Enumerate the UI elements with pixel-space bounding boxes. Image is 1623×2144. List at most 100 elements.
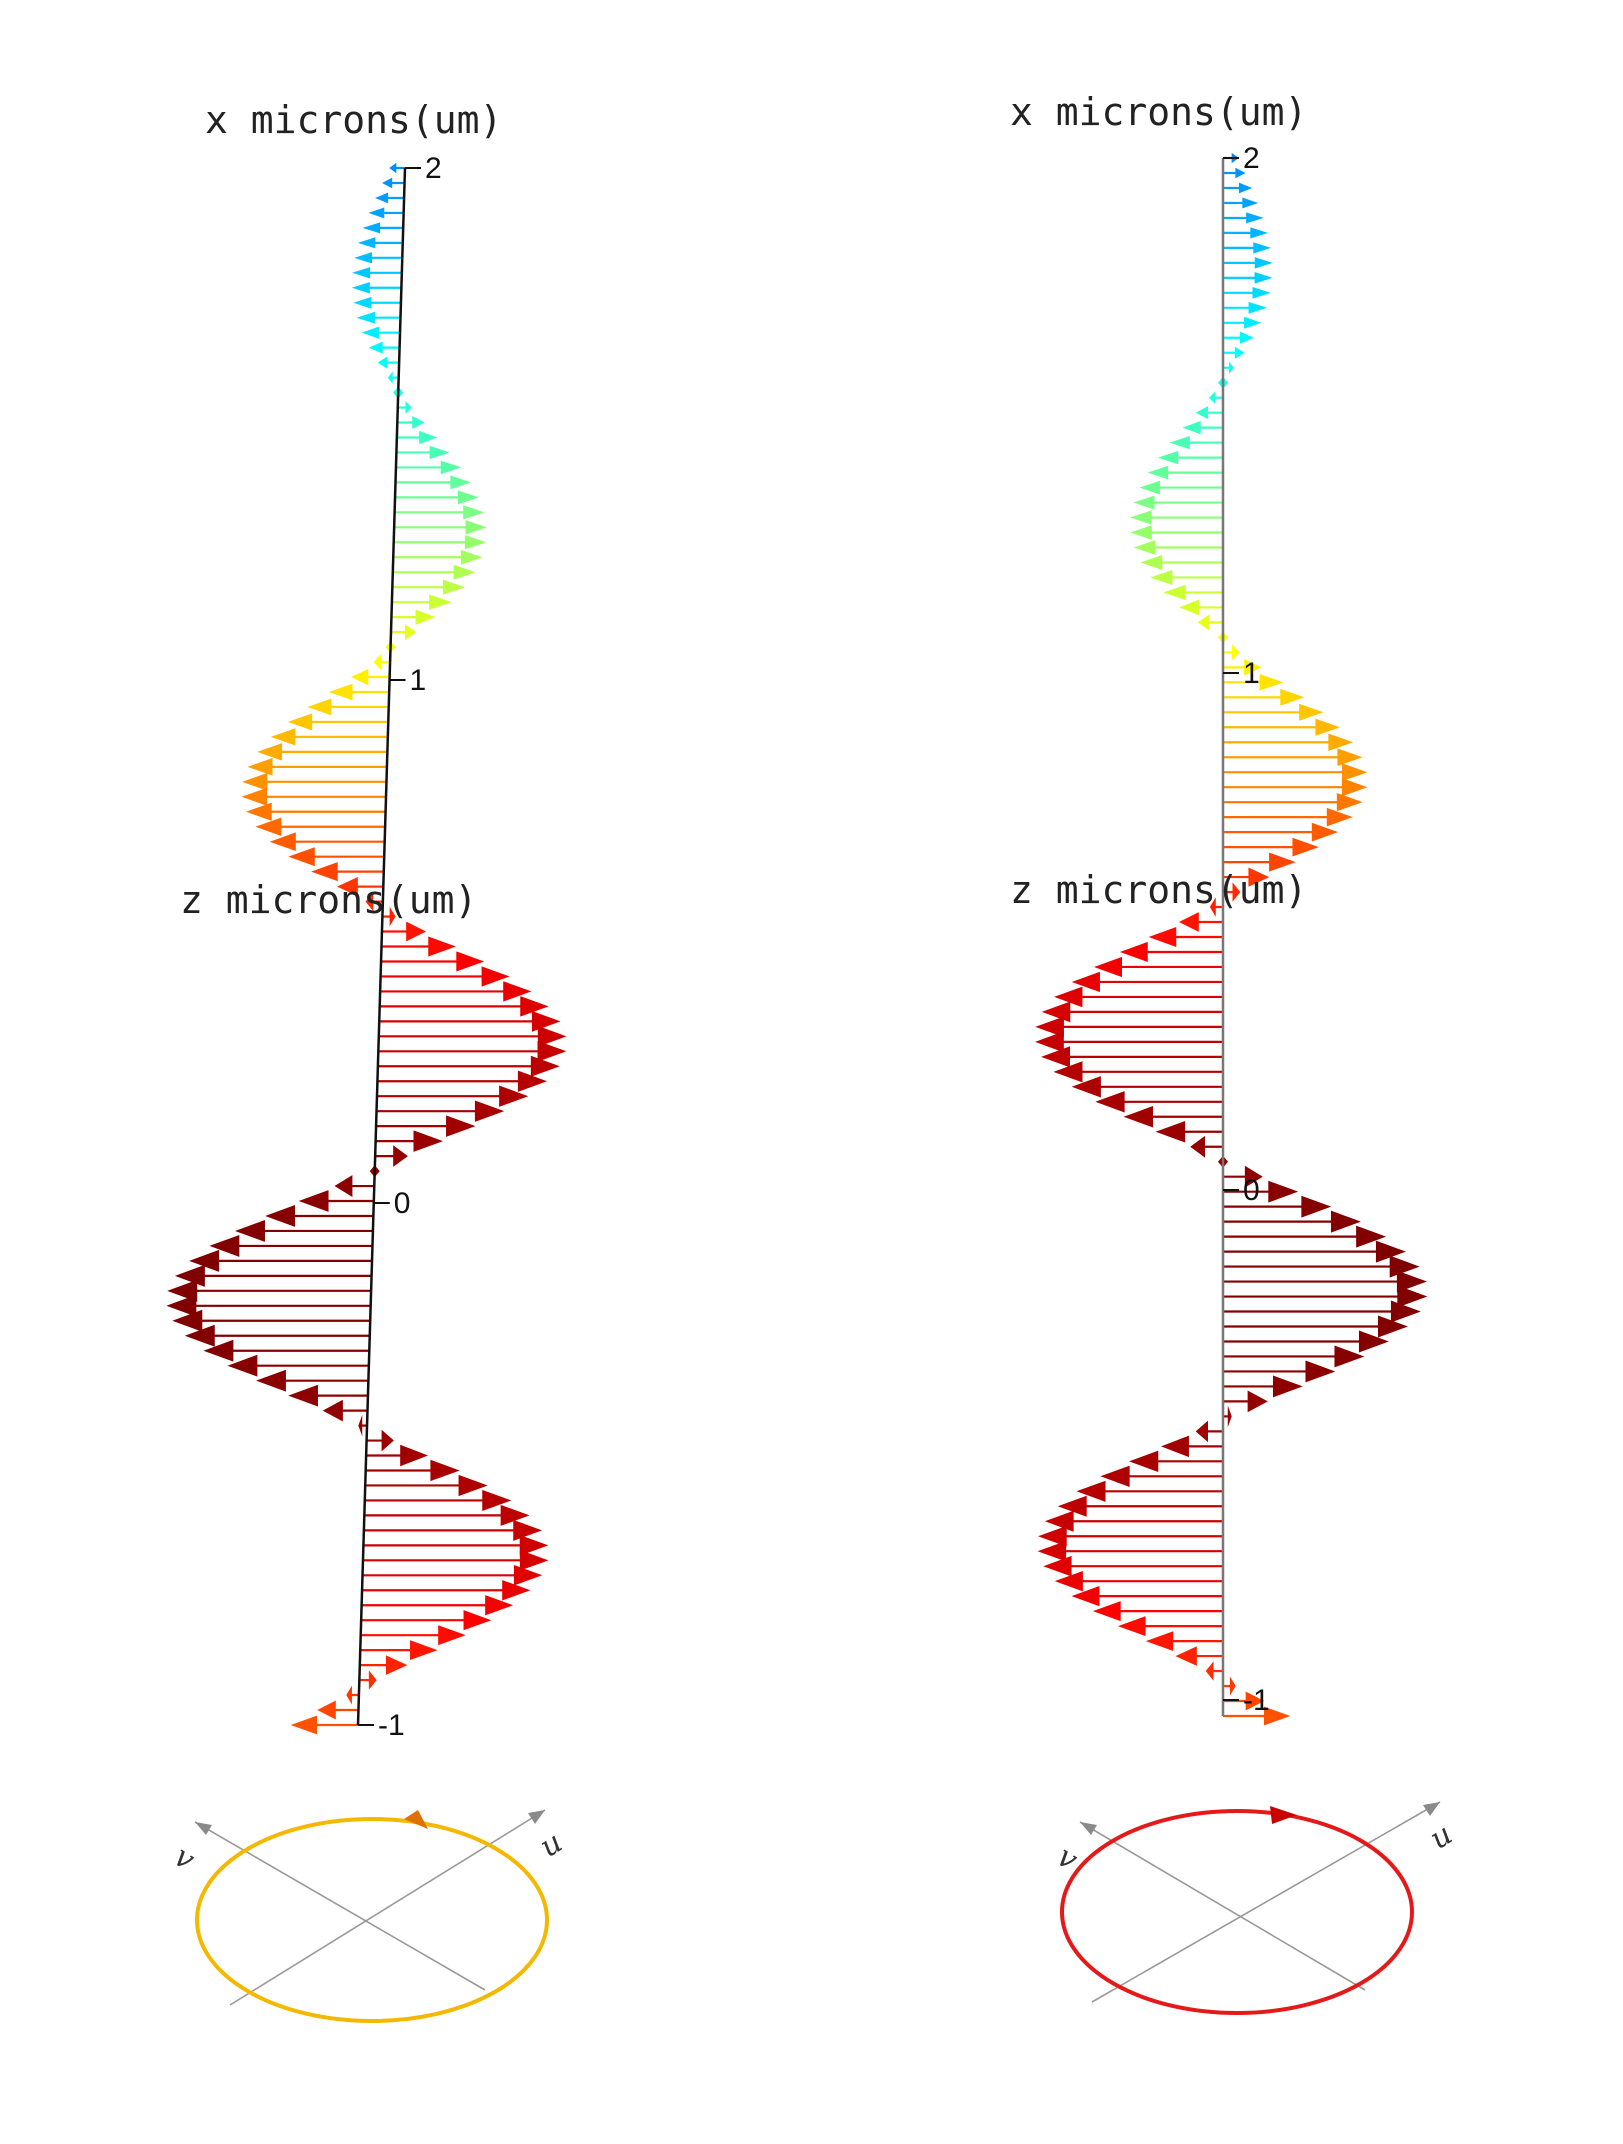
- field-arrow: [322, 1399, 368, 1422]
- u-axis-arrowhead: [528, 1810, 545, 1824]
- u-axis-arrowhead: [1423, 1802, 1440, 1816]
- field-arrow: [1130, 525, 1223, 540]
- field-arrow: [189, 1249, 373, 1272]
- field-arrow: [359, 1670, 377, 1690]
- field-arrow: [1223, 659, 1262, 676]
- field-arrow: [334, 1175, 375, 1197]
- polarization-ellipse: [1060, 1809, 1414, 2015]
- field-arrow: [1178, 912, 1223, 932]
- left-axis-ticks: 2 1 0 -1: [358, 152, 442, 1742]
- u-axis-label: u: [1424, 1817, 1459, 1857]
- field-arrow: [241, 787, 387, 806]
- field-arrow: [1139, 480, 1223, 495]
- v-axis-line: [1079, 1821, 1366, 1991]
- field-arrow: [362, 1580, 531, 1601]
- field-arrow: [1071, 1076, 1223, 1098]
- field-arrow: [1223, 1165, 1263, 1188]
- field-arrow: [1092, 1601, 1223, 1622]
- field-arrow: [184, 1324, 370, 1347]
- field-arrow: [376, 1085, 529, 1107]
- field-arrow: [396, 430, 438, 445]
- field-arrow: [1133, 540, 1223, 555]
- field-arrow: [1197, 614, 1223, 631]
- v-axis-line: [194, 1821, 486, 1991]
- field-arrow: [1190, 1135, 1223, 1158]
- field-arrow: [379, 1011, 561, 1032]
- field-arrow: [203, 1339, 370, 1362]
- field-arrow: [357, 237, 403, 249]
- field-arrow: [1057, 1495, 1223, 1517]
- field-arrow: [1035, 1031, 1223, 1053]
- field-arrow: [1071, 1586, 1223, 1607]
- field-arrow: [1133, 495, 1223, 510]
- right-field-arrows: [1035, 152, 1428, 1726]
- field-arrow: [1223, 197, 1259, 209]
- field-arrow: [1163, 584, 1223, 601]
- field-arrow: [298, 1190, 374, 1212]
- field-arrow: [1223, 837, 1319, 857]
- field-arrow: [1223, 1300, 1421, 1323]
- field-arrow: [167, 1279, 372, 1302]
- field-arrow: [364, 1504, 530, 1526]
- field-arrow: [1123, 1106, 1223, 1128]
- field-arrow: [1223, 882, 1241, 902]
- field-arrow: [365, 891, 383, 912]
- field-arrow: [1223, 212, 1264, 224]
- field-arrow: [1223, 286, 1271, 299]
- field-arrow: [346, 1685, 359, 1705]
- field-arrow: [245, 802, 386, 821]
- field-arrow: [1223, 807, 1353, 827]
- field-arrow: [1223, 182, 1253, 194]
- left-field-arrows: [166, 162, 567, 1735]
- field-arrow: [1223, 748, 1363, 767]
- field-arrow: [389, 162, 405, 174]
- field-arrow: [1100, 1465, 1223, 1487]
- field-arrow: [227, 1354, 369, 1377]
- field-arrow: [362, 222, 404, 234]
- u-axis-line: [229, 1809, 546, 2006]
- field-arrow: [368, 207, 404, 219]
- field-arrow: [356, 311, 401, 324]
- field-arrow: [381, 921, 426, 942]
- field-arrow: [1223, 674, 1284, 691]
- tick-label-1: 1: [410, 664, 427, 697]
- field-arrow: [1179, 599, 1223, 616]
- field-arrow: [1035, 1016, 1223, 1038]
- field-arrow: [1223, 167, 1246, 179]
- left-polarization-ellipse: u v: [168, 1809, 569, 2023]
- field-arrow: [1128, 1450, 1223, 1473]
- tick-label-0: 0: [1243, 1174, 1260, 1207]
- field-arrow: [1140, 555, 1223, 570]
- field-arrow: [376, 1100, 505, 1122]
- field-arrow: [1223, 1676, 1236, 1696]
- field-arrow: [1076, 1480, 1223, 1502]
- tick-label-2: 2: [1243, 142, 1260, 175]
- field-arrow: [311, 862, 384, 882]
- field-arrow: [361, 326, 401, 339]
- field-arrow: [362, 1565, 543, 1586]
- field-arrow: [1223, 852, 1296, 872]
- field-arrow: [1223, 331, 1254, 344]
- field-arrow: [1145, 1631, 1223, 1651]
- field-arrow: [1043, 1555, 1223, 1577]
- field-arrow: [378, 1025, 567, 1047]
- field-arrow: [288, 847, 385, 867]
- field-arrow: [1223, 301, 1267, 314]
- field-arrow: [381, 936, 456, 957]
- u-axis-label: u: [534, 1825, 569, 1865]
- field-arrow: [1095, 1091, 1223, 1113]
- field-arrow: [395, 475, 471, 490]
- field-arrow: [1053, 1061, 1223, 1083]
- field-arrow: [1038, 1525, 1223, 1547]
- field-arrow: [307, 698, 389, 716]
- field-arrow: [376, 1115, 476, 1137]
- field-arrow: [174, 1264, 372, 1287]
- field-arrow: [363, 1519, 543, 1541]
- field-arrow: [1223, 793, 1363, 812]
- field-arrow: [337, 877, 384, 897]
- right-axis-ticks: 2 1 0 -1: [1223, 142, 1270, 1717]
- left-wave-panel: x microns(um) 2 1 0 -1 z microns(um): [166, 98, 567, 1742]
- v-axis-label: v: [168, 1839, 201, 1878]
- field-arrow: [360, 1625, 466, 1646]
- field-arrow: [166, 1294, 371, 1317]
